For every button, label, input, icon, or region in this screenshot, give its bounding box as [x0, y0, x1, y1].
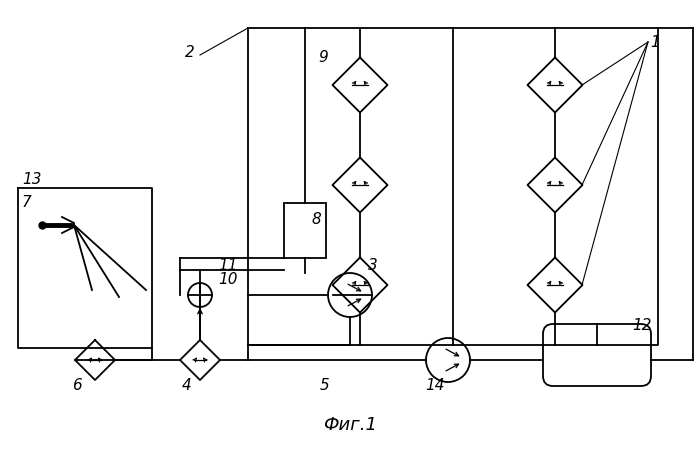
Text: 6: 6 [72, 378, 82, 393]
Text: 2: 2 [185, 45, 195, 60]
Bar [284, 203, 326, 258]
Text: 8: 8 [312, 212, 322, 227]
Text: 11: 11 [218, 258, 238, 273]
Text: 7: 7 [22, 195, 31, 210]
Text: Фиг.1: Фиг.1 [323, 416, 377, 434]
Text: 4: 4 [182, 378, 192, 393]
Text: 14: 14 [425, 378, 445, 393]
Text: 13: 13 [22, 172, 41, 187]
Text: 10: 10 [218, 272, 238, 287]
Text: 5: 5 [320, 378, 330, 393]
Text: 3: 3 [368, 258, 377, 273]
Text: 1: 1 [650, 35, 660, 50]
Text: 12: 12 [632, 318, 651, 333]
Text: 9: 9 [318, 50, 328, 65]
